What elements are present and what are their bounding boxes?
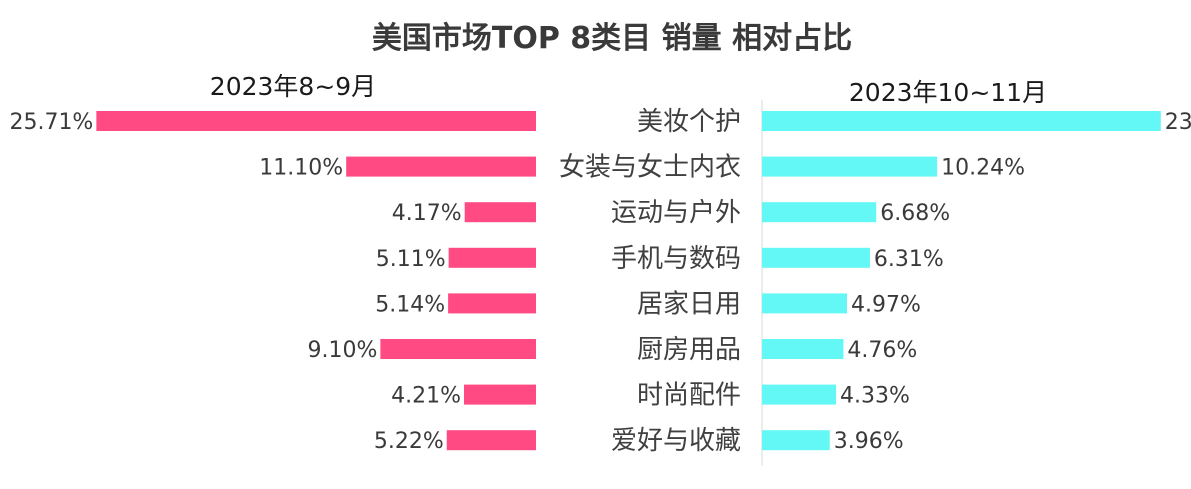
left-bar — [380, 339, 536, 359]
right-value-label: 3.96% — [834, 429, 904, 454]
left-value-label: 4.17% — [392, 201, 462, 226]
right-value-label: 4.33% — [840, 384, 910, 409]
right-bar — [762, 247, 870, 268]
left-bar — [446, 430, 536, 451]
category-label: 爱好与收藏 — [611, 426, 741, 456]
category-label: 运动与户外 — [611, 198, 741, 228]
category-label: 美妆个护 — [637, 107, 741, 137]
left-value-label: 5.14% — [375, 292, 445, 317]
right-value-label: 6.31% — [874, 247, 944, 272]
left-bar — [448, 247, 536, 268]
category-label: 厨房用品 — [637, 335, 741, 365]
left-value-label: 25.71% — [9, 110, 93, 135]
right-value-label: 4.97% — [851, 292, 921, 317]
left-bar — [346, 156, 536, 177]
right-bar — [762, 156, 938, 177]
right-value-label: 6.68% — [880, 201, 950, 226]
left-series-name: 2023年8~9月 — [210, 72, 376, 101]
right-value-label: 23.32% — [1165, 110, 1191, 135]
left-bar — [464, 202, 536, 223]
right-value-label: 10.24% — [941, 156, 1025, 181]
category-label: 女装与女士内衣 — [559, 153, 741, 183]
right-bar — [762, 430, 830, 451]
left-value-label: 11.10% — [259, 156, 343, 181]
left-value-label: 5.11% — [376, 247, 446, 272]
right-value-label: 4.76% — [847, 338, 917, 363]
right-bar — [762, 384, 837, 405]
right-series-name: 2023年10~11月 — [849, 78, 1047, 107]
chart-marks: 美妆个护 25.71% 23.32% 女装与女士内衣 11.10% 10.24% 运动与户外… — [9, 107, 1191, 456]
right-bar — [762, 202, 877, 223]
right-bar — [762, 111, 1161, 131]
left-bar — [448, 293, 536, 314]
right-bar — [762, 293, 847, 314]
left-value-label: 5.22% — [374, 429, 444, 454]
left-value-label: 9.10% — [307, 338, 377, 363]
chart-title: 美国市场TOP 8类目 销量 相对占比 — [372, 21, 852, 56]
left-bar — [96, 111, 536, 131]
category-label: 时尚配件 — [637, 381, 741, 411]
left-value-label: 4.21% — [391, 384, 461, 409]
left-bar — [464, 384, 536, 405]
category-label: 手机与数码 — [611, 244, 741, 274]
category-label: 居家日用 — [637, 289, 741, 319]
right-bar — [762, 339, 844, 359]
